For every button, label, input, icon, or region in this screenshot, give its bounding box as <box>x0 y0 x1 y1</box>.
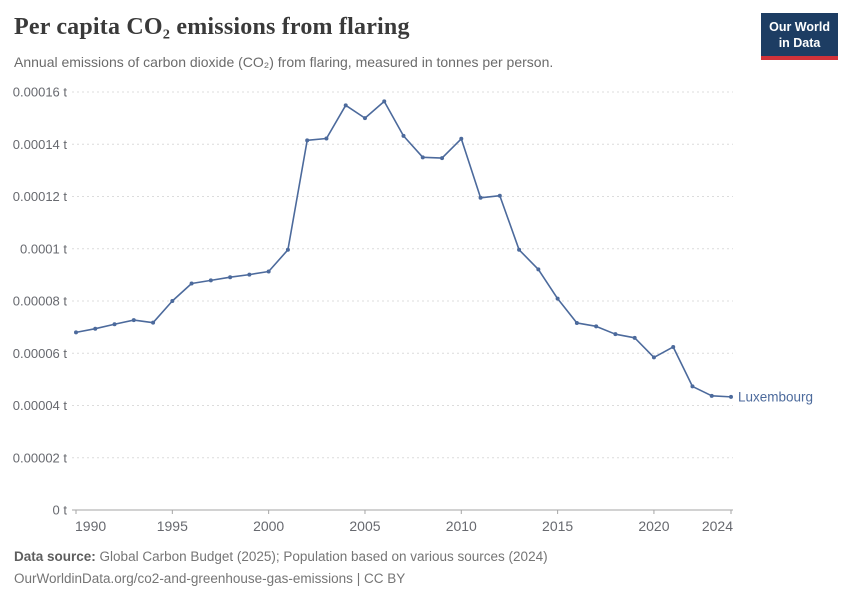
data-point <box>343 103 348 108</box>
x-tick-label: 2020 <box>638 518 669 534</box>
y-tick-label: 0.00012 t <box>13 189 68 204</box>
data-point <box>247 272 252 277</box>
data-point <box>228 275 233 280</box>
y-tick-label: 0.00004 t <box>13 398 68 413</box>
data-point <box>574 320 579 325</box>
data-point <box>112 322 117 327</box>
data-point <box>305 138 310 143</box>
y-tick-label: 0.0001 t <box>20 241 67 256</box>
data-point <box>478 195 483 200</box>
x-tick-label: 2005 <box>349 518 380 534</box>
data-point <box>382 99 387 104</box>
data-point <box>189 281 194 286</box>
data-point <box>93 326 98 331</box>
owid-logo-line1: Our World <box>769 20 830 34</box>
data-point <box>362 116 367 121</box>
data-point <box>536 267 541 272</box>
data-point <box>709 393 714 398</box>
data-source-line: Data source: Global Carbon Budget (2025)… <box>14 546 548 568</box>
data-point <box>497 193 502 198</box>
data-point <box>632 335 637 340</box>
data-point <box>324 136 329 141</box>
y-tick-label: 0.00008 t <box>13 294 68 309</box>
data-point <box>613 332 618 337</box>
data-point <box>690 384 695 389</box>
owid-url-link[interactable]: OurWorldinData.org/co2-and-greenhouse-ga… <box>14 571 353 586</box>
chart-subtitle: Annual emissions of carbon dioxide (CO₂)… <box>14 54 554 70</box>
attribution-line: OurWorldinData.org/co2-and-greenhouse-ga… <box>14 568 548 590</box>
data-point <box>651 355 656 360</box>
x-tick-label: 2000 <box>253 518 284 534</box>
data-point <box>459 136 464 141</box>
y-tick-label: 0.00016 t <box>13 85 68 100</box>
data-point <box>401 133 406 138</box>
owid-logo[interactable]: Our World in Data <box>761 13 838 60</box>
y-tick-label: 0.00002 t <box>13 450 68 465</box>
page-title: Per capita CO₂ emissions from flaring <box>14 14 410 40</box>
y-tick-label: 0 t <box>53 503 68 518</box>
data-point <box>671 344 676 349</box>
x-tick-label: 2024 <box>702 518 733 534</box>
footer-separator: | <box>356 571 361 586</box>
owid-logo-line2: in Data <box>778 36 821 51</box>
data-point <box>170 299 175 303</box>
data-point <box>151 320 156 325</box>
y-tick-label: 0.00006 t <box>13 346 68 361</box>
x-tick-label: 1995 <box>157 518 188 534</box>
data-source-label: Data source: <box>14 549 96 564</box>
data-point <box>555 296 560 301</box>
y-tick-label: 0.00014 t <box>13 137 68 152</box>
data-point <box>594 324 599 329</box>
entity-label[interactable]: Luxembourg <box>738 389 813 404</box>
data-point <box>208 278 213 283</box>
data-point <box>420 155 425 160</box>
data-point <box>74 330 78 335</box>
data-point <box>285 247 290 252</box>
x-tick-label: 1990 <box>75 518 106 534</box>
chart-footer: Data source: Global Carbon Budget (2025)… <box>14 546 548 590</box>
x-tick-label: 2010 <box>446 518 477 534</box>
data-point <box>729 394 733 399</box>
license-link[interactable]: CC BY <box>363 571 406 586</box>
data-point <box>131 318 136 323</box>
x-tick-label: 2015 <box>542 518 573 534</box>
data-point <box>517 247 522 252</box>
data-point <box>266 269 271 274</box>
data-source-text[interactable]: Global Carbon Budget (2025); Population … <box>99 549 548 564</box>
data-point <box>440 156 445 161</box>
